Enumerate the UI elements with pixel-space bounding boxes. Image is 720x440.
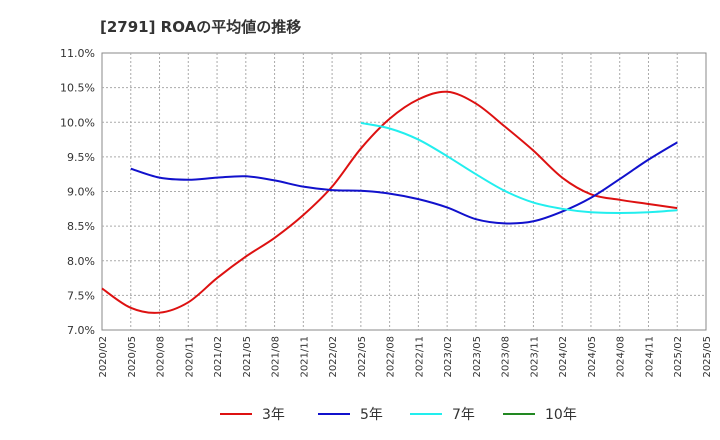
x-tick-label: 2021/05 [242, 336, 253, 378]
x-tick-label: 2021/02 [213, 336, 224, 378]
legend: 3年 5年 7年 10年 [220, 407, 577, 423]
y-tick-label: 11.0% [60, 47, 95, 60]
legend-label: 10年 [545, 407, 577, 423]
x-tick-label: 2021/11 [299, 336, 310, 378]
x-tick-label: 2020/11 [184, 336, 195, 378]
y-tick-label: 9.0% [67, 186, 95, 199]
y-tick-label: 7.5% [67, 289, 95, 302]
x-axis-ticks: 2020/02 2020/05 2020/08 2020/11 2021/02 2021/… [98, 336, 713, 378]
x-tick-label: 2022/11 [414, 336, 425, 378]
legend-label: 5年 [360, 407, 383, 423]
series-line-7年 [360, 121, 678, 214]
y-tick-label: 8.5% [67, 220, 95, 233]
x-tick-label: 2024/05 [587, 336, 598, 378]
chart-title: [2791] ROAの平均値の推移 [100, 18, 301, 36]
y-tick-label: 8.0% [67, 255, 95, 268]
x-tick-label: 2024/11 [644, 336, 655, 378]
x-tick-label: 2020/08 [156, 336, 167, 378]
y-tick-label: 10.0% [60, 116, 95, 129]
x-tick-label: 2023/08 [501, 336, 512, 378]
x-tick-label: 2020/02 [98, 336, 109, 378]
x-tick-label: 2025/05 [702, 336, 713, 378]
x-tick-label: 2022/08 [386, 336, 397, 378]
x-tick-label: 2022/05 [357, 336, 368, 378]
series-line-3年 [101, 90, 678, 314]
x-tick-label: 2021/08 [271, 336, 282, 378]
x-tick-label: 2025/02 [673, 336, 684, 378]
x-tick-label: 2020/05 [127, 336, 138, 378]
y-axis-ticks: 11.0% 10.5% 10.0% 9.5% 9.0% 8.5% 8.0% 7.5% 7.0% [60, 47, 95, 337]
gridlines [102, 53, 706, 330]
legend-label: 3年 [262, 407, 285, 423]
x-tick-label: 2024/02 [558, 336, 569, 378]
x-tick-label: 2023/02 [443, 336, 454, 378]
x-tick-label: 2023/11 [529, 336, 540, 378]
series-line-5年 [130, 141, 678, 225]
y-tick-label: 9.5% [67, 151, 95, 164]
x-tick-label: 2023/05 [472, 336, 483, 378]
y-tick-label: 10.5% [60, 82, 95, 95]
x-tick-label: 2022/02 [328, 336, 339, 378]
x-tick-label: 2024/08 [616, 336, 627, 378]
y-tick-label: 7.0% [67, 324, 95, 337]
series-lines [101, 90, 678, 314]
legend-label: 7年 [452, 407, 475, 423]
